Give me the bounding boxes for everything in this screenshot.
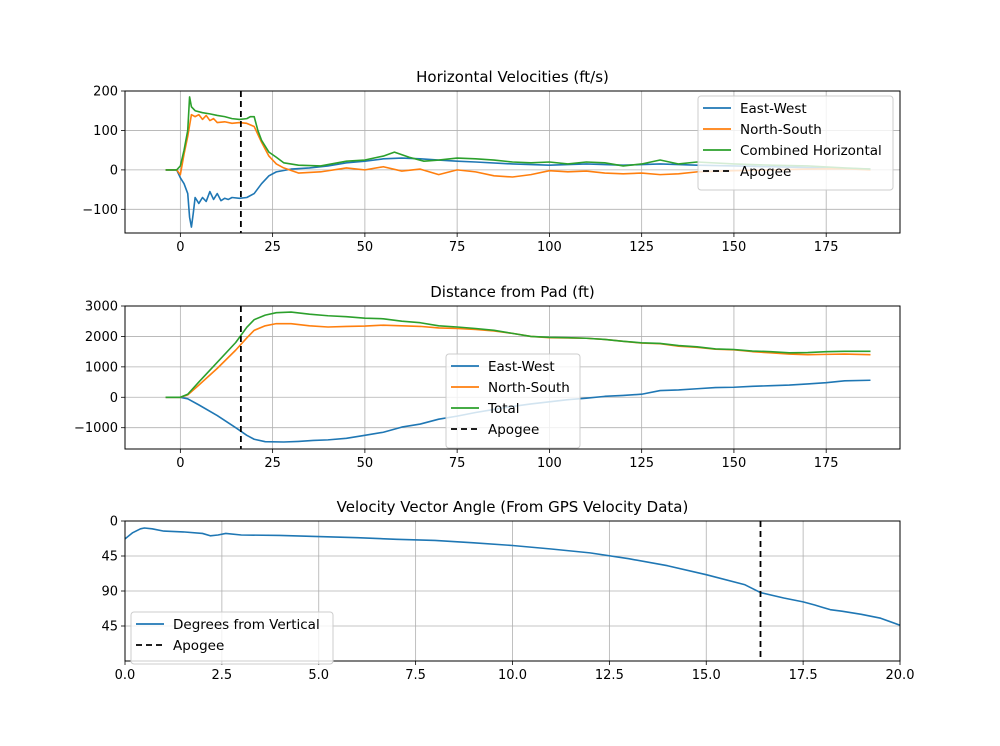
x-tick-label: 150 (722, 456, 747, 471)
x-tick-label: 15.0 (692, 668, 721, 683)
legend-box (697, 95, 894, 191)
legend-label: Apogee (173, 638, 224, 654)
axes-frame (124, 305, 901, 450)
x-tick-label: 175 (814, 456, 839, 471)
legend-label: East-West (488, 359, 555, 375)
x-tick-label: 0.0 (115, 668, 136, 683)
subplot-3: 0.0 2.5 5.0 7.5 10.0 12.5 15.0 17.5 20.0 0 45 90 45 V… (101, 498, 914, 683)
legend-label: Apogee (740, 164, 791, 180)
legend-label: Degrees from Vertical (173, 617, 320, 633)
legend-box (445, 353, 581, 449)
legend-label: Total (487, 401, 520, 417)
y-tick-label: 0 (110, 391, 118, 406)
x-tick-label: 125 (629, 240, 654, 255)
legend: East-West North-South Combined Horizontal A… (697, 95, 894, 191)
subplot-title: Velocity Vector Angle (From GPS Velocity… (337, 498, 689, 516)
x-tick-label: 175 (814, 240, 839, 255)
x-tick-label: 100 (537, 240, 562, 255)
y-tick-label: 0 (110, 515, 118, 530)
x-tick-label: 100 (537, 456, 562, 471)
y-tick-label: 45 (101, 550, 118, 565)
legend-label: East-West (740, 101, 807, 117)
legend-label: Apogee (488, 422, 539, 438)
x-tick-label: 5.0 (308, 668, 329, 683)
series-line-east-west (165, 157, 871, 228)
axes-frame (124, 90, 901, 234)
x-tick-label: 125 (629, 456, 654, 471)
y-tick-label: 3000 (85, 300, 118, 315)
subplot-2: 0 25 50 75 100 125 150 175 −1000 0 1000 2000 3000 Dis… (74, 283, 901, 471)
series-line-north-south (165, 113, 871, 178)
legend-label: North-South (740, 122, 822, 138)
y-tick-label: 90 (101, 585, 118, 600)
y-tick-label: 1000 (85, 360, 118, 375)
legend-box (130, 611, 334, 665)
x-tick-label: 2.5 (212, 668, 233, 683)
y-tick-label: 2000 (85, 330, 118, 345)
y-tick-label: −100 (82, 203, 118, 218)
x-tick-label: 10.0 (498, 668, 527, 683)
x-tick-label: 50 (357, 456, 374, 471)
series-line-degrees-from-vertical (125, 527, 900, 626)
x-tick-label: 0 (176, 456, 184, 471)
plot-area (125, 521, 900, 661)
subplot-title: Horizontal Velocities (ft/s) (416, 68, 609, 86)
legend: East-West North-South Total Apogee (445, 353, 581, 449)
x-tick-label: 12.5 (595, 668, 624, 683)
y-tick-label: 200 (93, 85, 118, 100)
subplot-1: 0 25 50 75 100 125 150 175 −100 0 100 200 Horizontal… (82, 68, 901, 255)
x-tick-label: 25 (264, 240, 281, 255)
legend-label: Combined Horizontal (740, 143, 882, 159)
x-tick-label: 25 (264, 456, 281, 471)
x-tick-label: 75 (449, 240, 466, 255)
y-tick-label: −1000 (74, 421, 118, 436)
y-tick-label: 0 (110, 163, 118, 178)
legend-label: North-South (488, 380, 570, 396)
x-tick-label: 20.0 (886, 668, 915, 683)
series-line-total (165, 311, 871, 399)
x-tick-label: 17.5 (789, 668, 818, 683)
y-tick-label: 100 (93, 124, 118, 139)
legend: Degrees from Vertical Apogee (130, 611, 334, 665)
x-tick-label: 7.5 (405, 668, 426, 683)
x-tick-label: 50 (357, 240, 374, 255)
series-line-combined-horizontal (165, 96, 871, 171)
x-tick-label: 0 (176, 240, 184, 255)
plot-area (165, 91, 871, 233)
x-tick-label: 150 (722, 240, 747, 255)
y-tick-label: 45 (101, 620, 118, 635)
subplot-title: Distance from Pad (ft) (430, 283, 595, 301)
x-tick-label: 75 (449, 456, 466, 471)
